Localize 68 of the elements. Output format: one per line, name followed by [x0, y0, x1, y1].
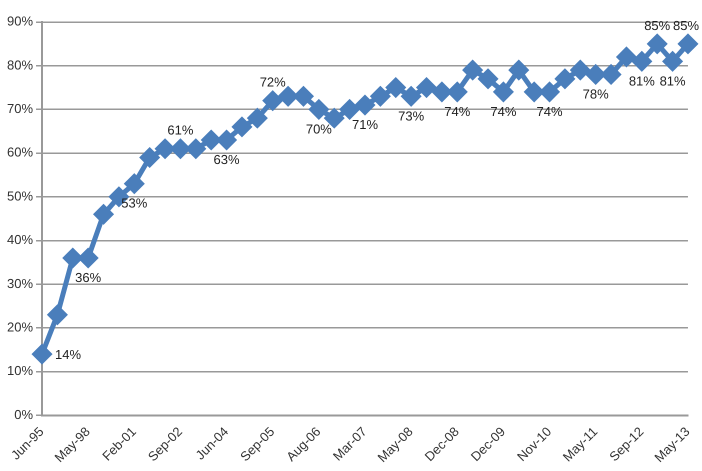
point	[124, 174, 144, 194]
y-tick-label: 0%	[14, 406, 34, 422]
point	[170, 139, 190, 158]
point	[232, 117, 252, 136]
data-label: 85%	[644, 18, 671, 33]
point	[263, 91, 282, 110]
point	[586, 64, 606, 84]
point	[494, 82, 513, 102]
y-tick-label: 10%	[6, 363, 34, 378]
data-label: 85%	[672, 18, 700, 33]
point	[48, 305, 67, 324]
point	[156, 139, 175, 158]
point	[386, 78, 406, 98]
data-label: 14%	[55, 347, 82, 362]
data-label: 78%	[582, 86, 610, 102]
point	[140, 148, 160, 167]
y-tick-label: 40%	[6, 232, 34, 248]
point	[478, 69, 498, 88]
point	[340, 100, 360, 119]
point	[294, 86, 313, 106]
point	[94, 204, 114, 224]
point	[509, 60, 528, 80]
point	[417, 78, 436, 98]
data-label: 63%	[214, 152, 240, 167]
point	[355, 96, 374, 115]
point	[616, 47, 636, 66]
y-tick-label: 20%	[6, 319, 34, 334]
y-tick-label: 60%	[6, 144, 34, 160]
point	[32, 344, 52, 364]
y-tick-label: 50%	[6, 188, 34, 204]
y-tick-label: 70%	[6, 100, 34, 116]
data-label: 74%	[444, 104, 471, 119]
data-label: 81%	[628, 73, 656, 88]
point	[448, 82, 467, 102]
data-label: 74%	[536, 104, 563, 119]
point	[248, 108, 267, 128]
point	[678, 34, 698, 54]
point	[217, 130, 236, 150]
data-label: 74%	[490, 104, 517, 119]
point	[432, 82, 452, 102]
data-label: 53%	[121, 196, 148, 211]
point	[463, 60, 482, 80]
point	[524, 82, 544, 102]
point	[309, 100, 328, 119]
point	[370, 86, 390, 106]
point	[570, 60, 590, 80]
point	[663, 52, 682, 71]
data-label: 36%	[75, 270, 102, 285]
point	[632, 52, 652, 71]
y-tick-label: 30%	[6, 276, 34, 291]
y-tick-label: 90%	[6, 14, 34, 29]
y-tick-label: 80%	[6, 57, 34, 72]
point	[278, 86, 298, 106]
data-label: 73%	[398, 108, 425, 124]
data-label: 72%	[260, 74, 286, 90]
point	[648, 34, 667, 54]
data-label: 61%	[167, 122, 194, 138]
point	[186, 139, 206, 158]
point	[63, 248, 82, 268]
point	[202, 130, 221, 150]
data-label: 71%	[352, 117, 378, 132]
point	[555, 69, 574, 88]
data-label: 70%	[306, 121, 332, 136]
point	[78, 248, 98, 268]
data-label: 81%	[660, 73, 686, 88]
point	[602, 64, 621, 84]
point	[402, 86, 421, 106]
point	[540, 82, 560, 102]
